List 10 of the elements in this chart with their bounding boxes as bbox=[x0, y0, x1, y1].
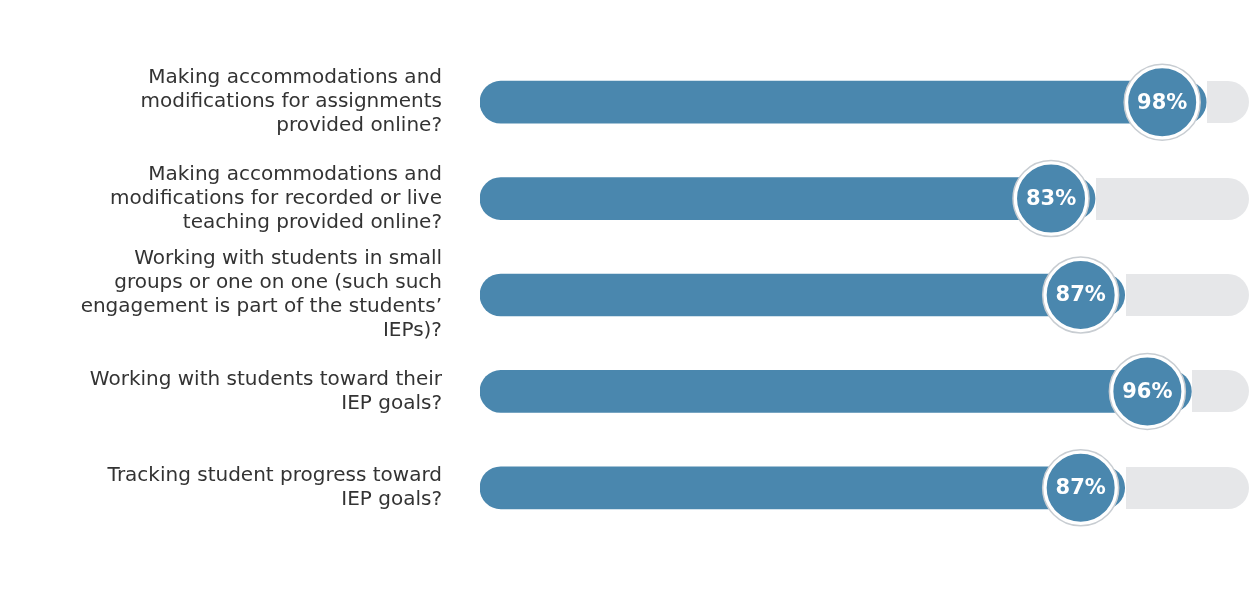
y-tick-label: Working with students in small groups or one on one (such such engagement is part of the students’ IEPs)? bbox=[80, 245, 442, 342]
y-tick-label: Making accommodations and modifications for recorded or live teaching provided online? bbox=[109, 160, 442, 233]
data-label: 83% bbox=[1025, 186, 1077, 211]
y-tick-label: Tracking student progress toward IEP goals? bbox=[106, 462, 442, 510]
data-label: 98% bbox=[1137, 89, 1188, 114]
data-label: 96% bbox=[1122, 378, 1173, 403]
y-tick-label: Working with students toward their IEP goals? bbox=[89, 365, 443, 414]
data-label: 87% bbox=[1055, 282, 1106, 307]
data-label: 87% bbox=[1055, 475, 1106, 500]
y-tick-label: Making accommodations and modifications for assignments provided online? bbox=[140, 64, 442, 137]
